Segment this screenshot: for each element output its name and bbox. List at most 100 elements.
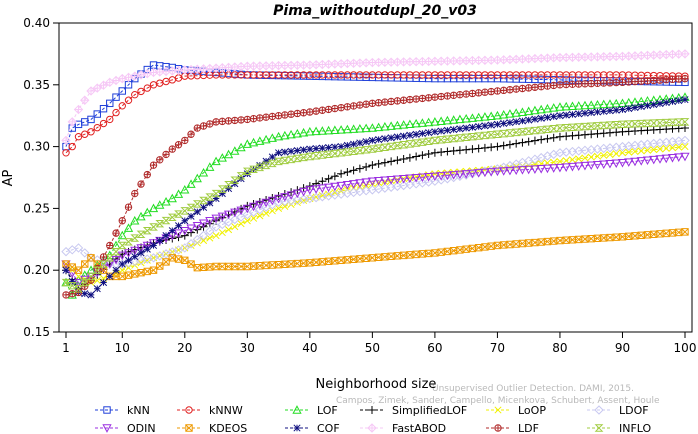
data-point [342,124,353,134]
data-point [561,163,571,172]
data-point [81,290,89,298]
data-point [318,144,326,152]
data-point [242,167,252,176]
data-point [262,157,270,165]
data-point [212,232,220,240]
legend-marker [185,424,193,432]
data-point [374,144,384,152]
data-point [637,103,645,111]
data-point [399,141,409,149]
data-point [81,282,89,290]
data-point [556,236,564,245]
data-point [398,175,409,184]
data-point [325,144,333,152]
data-point [680,118,690,126]
data-point [542,164,553,174]
data-point [562,80,570,89]
data-point [212,194,220,203]
data-point [124,256,133,264]
data-point [112,108,120,117]
data-point [155,200,165,209]
data-point [461,133,471,142]
data-point [86,86,96,96]
data-point [643,77,652,85]
data-point [62,149,70,157]
data-point [192,222,202,231]
data-point [398,120,409,129]
data-point [68,277,76,285]
data-point [600,107,608,115]
data-point [606,79,614,87]
data-point [437,248,445,256]
data-point [611,159,621,169]
data-point [549,124,559,133]
data-point [531,238,539,247]
data-point [456,246,464,254]
data-point [350,140,358,148]
series-line-odin [65,156,686,284]
data-point [525,116,533,124]
data-point [467,113,478,122]
data-point [162,150,170,159]
data-point [467,169,478,179]
data-point [499,109,509,119]
data-point [355,146,365,155]
data-point [331,143,339,151]
data-point [262,113,270,121]
data-point [518,128,527,136]
data-point [505,140,514,149]
data-point [118,266,126,274]
data-point [643,146,652,154]
x-tick-label: 70 [490,341,505,355]
data-point [186,239,196,249]
data-point [180,243,190,253]
data-point [262,261,270,270]
data-point [487,143,496,152]
data-point [462,145,471,154]
data-point [650,146,658,154]
legend-label: LOF [317,404,338,417]
data-point [549,103,559,112]
data-point [99,279,108,287]
data-point [568,156,577,164]
data-point [205,193,215,201]
data-point [142,241,152,251]
data-point [436,172,446,181]
data-point [562,111,570,119]
data-point [387,252,395,261]
data-point [80,95,90,105]
data-point [211,189,221,198]
data-point [273,194,284,204]
legend-label: LoOP [518,404,546,417]
data-point [387,134,395,142]
data-point [486,131,496,139]
data-point [643,102,652,110]
data-point [605,121,615,129]
data-point [342,180,353,190]
data-point [443,147,452,156]
data-point [424,137,434,145]
data-point [543,113,551,121]
data-point [606,107,614,115]
data-point [512,139,521,148]
data-point [343,141,351,149]
data-point [261,134,271,144]
data-point [93,123,101,132]
data-point [530,136,539,145]
data-point [224,117,233,125]
data-point [137,249,145,257]
data-point [80,270,90,279]
data-point [167,193,177,203]
data-point [555,102,565,111]
data-point [661,118,671,127]
data-point [375,136,383,144]
data-point [455,134,465,142]
data-point [431,249,439,257]
data-point [381,98,389,106]
data-point [230,176,240,184]
data-point [173,229,184,238]
data-point [248,137,259,147]
data-point [606,150,614,159]
data-point [156,156,164,164]
data-point [62,291,70,299]
